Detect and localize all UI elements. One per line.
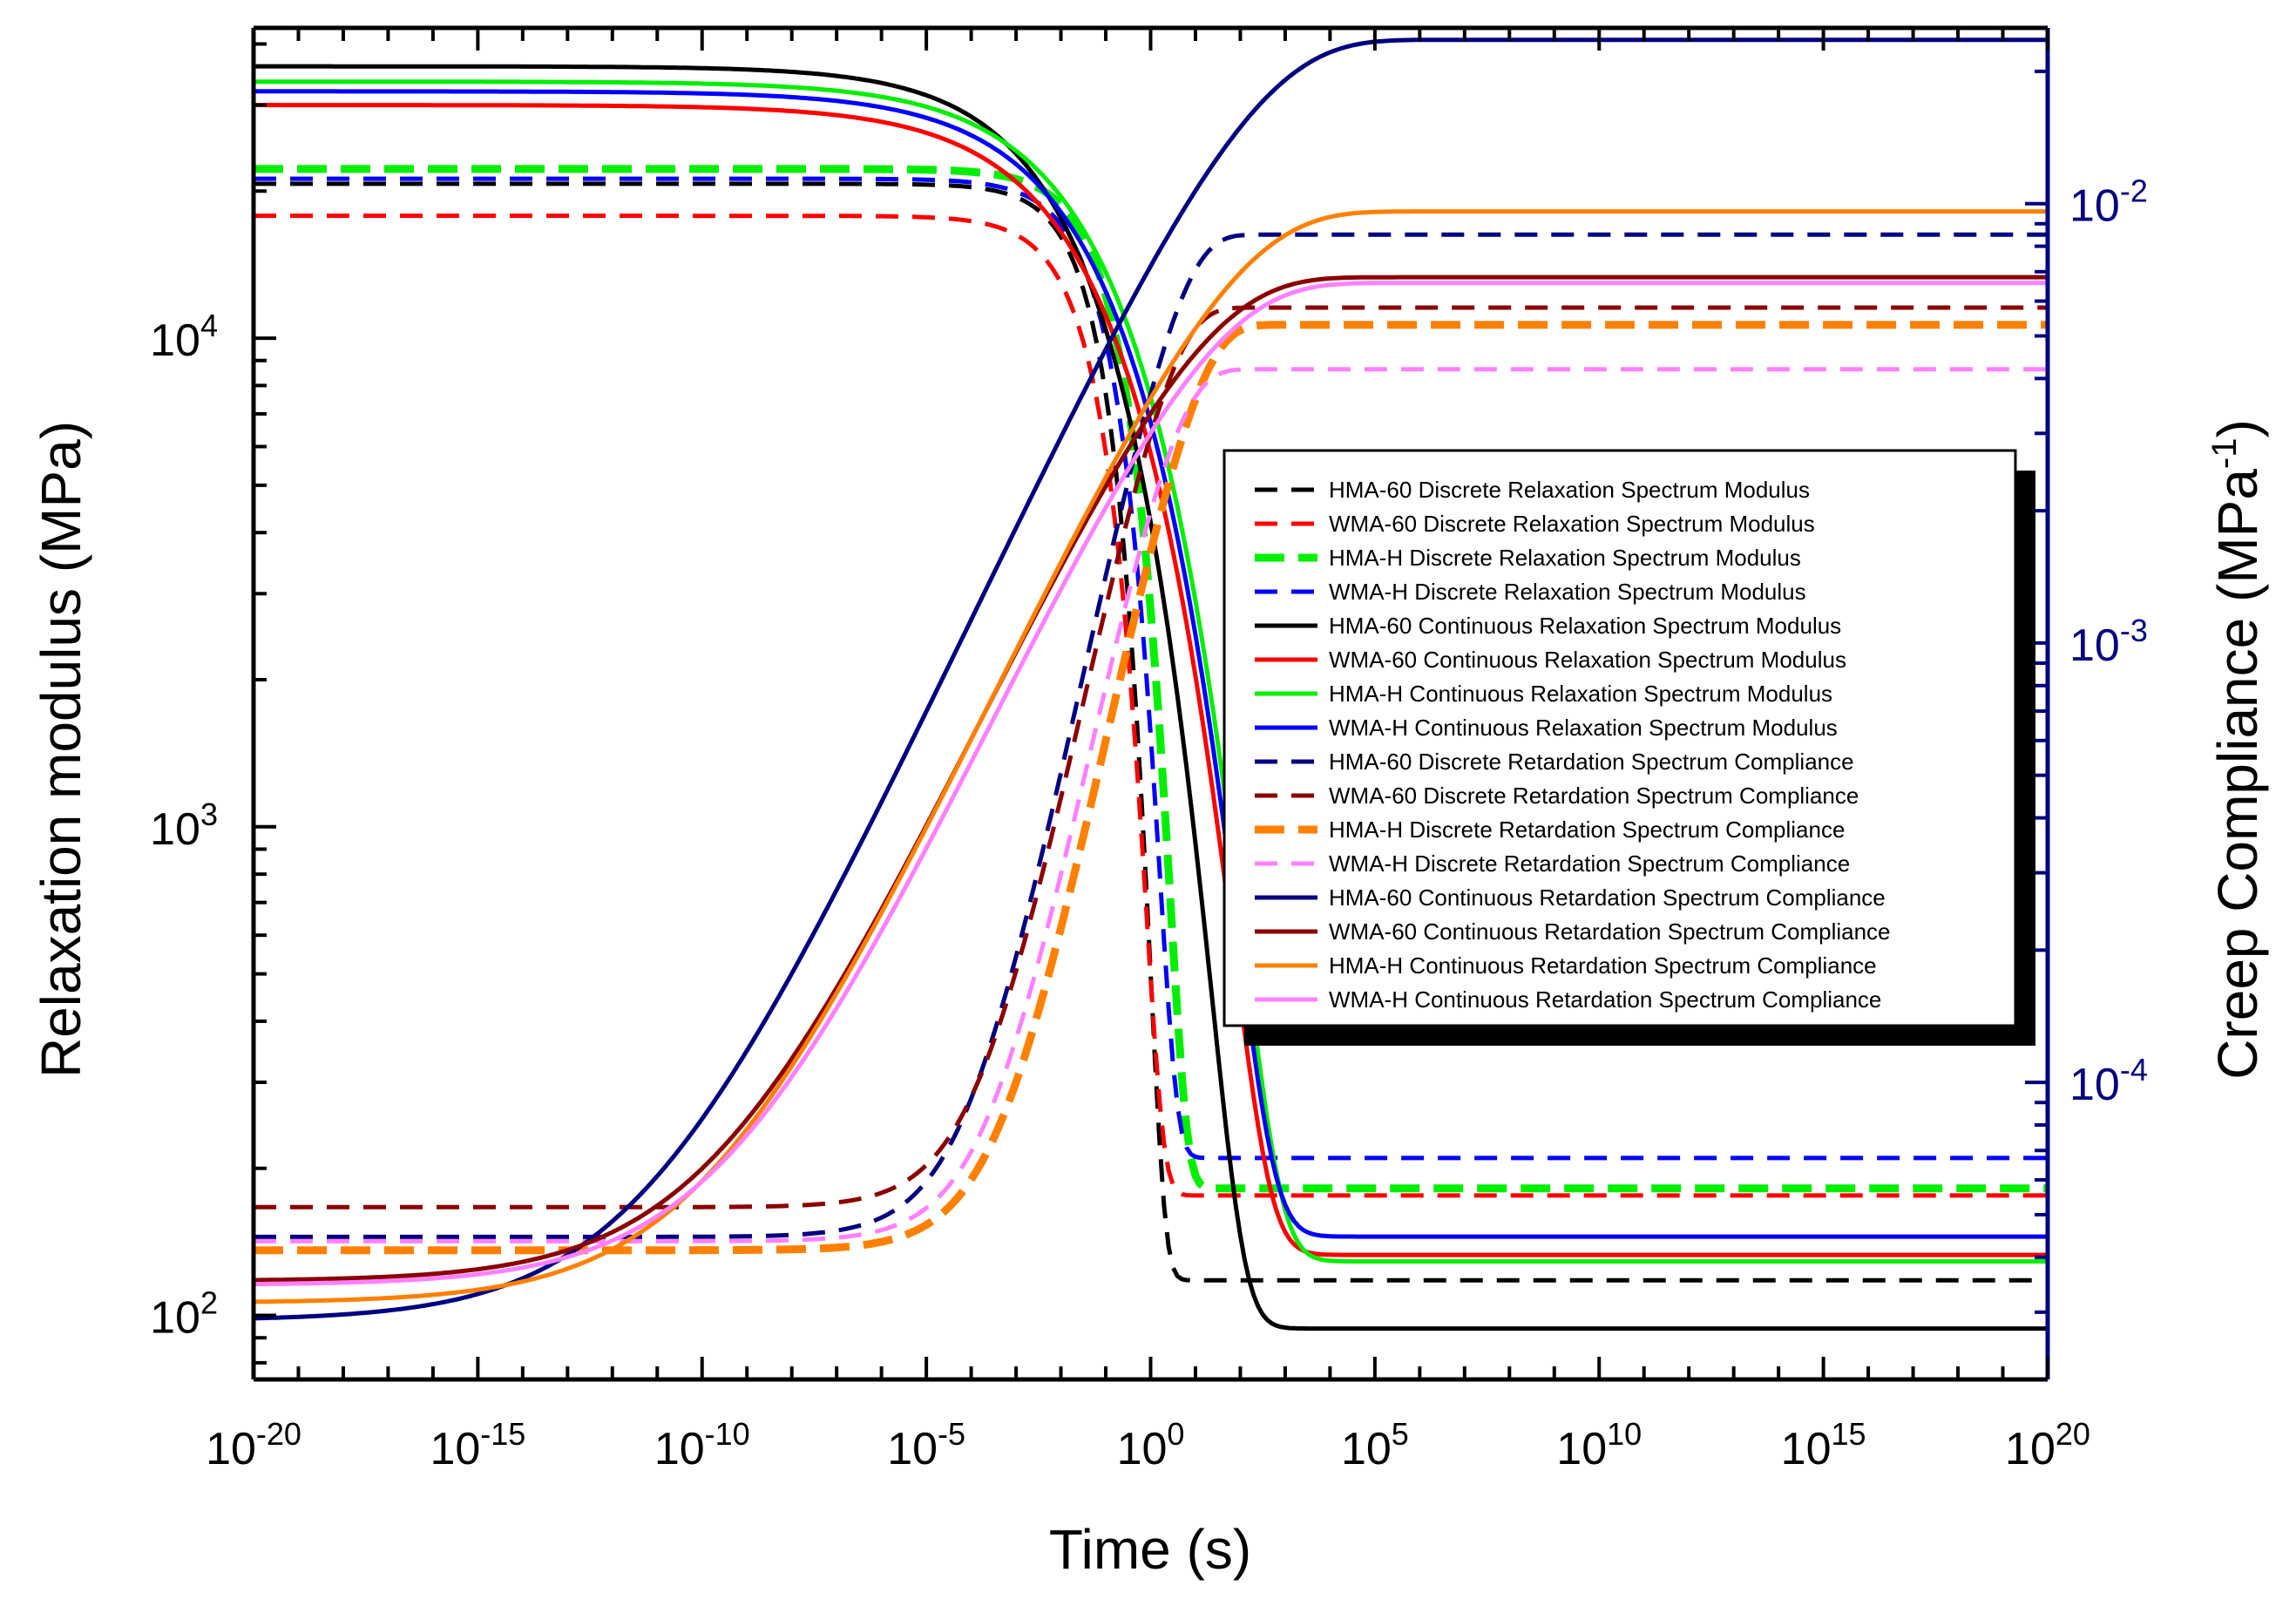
x-tick-label-exp: -5 — [938, 1416, 965, 1452]
x-tick-label: 10-20 — [206, 1416, 301, 1474]
legend-label: WMA-60 Continuous Relaxation Spectrum Mo… — [1329, 647, 1846, 673]
y-axis-right-title-close: ) — [2206, 419, 2269, 437]
x-tick-label: 10-15 — [430, 1416, 525, 1474]
x-tick-label-base: 10 — [1781, 1424, 1832, 1474]
series-line-10 — [254, 305, 2048, 1210]
x-tick-label-base: 10 — [1341, 1424, 1392, 1474]
tick-layer — [252, 28, 2049, 1379]
y-axis-right-title: Creep Compliance (MPa-1) — [2205, 419, 2269, 1080]
x-tick-label: 1020 — [2005, 1416, 2090, 1474]
x-tick-label: 105 — [1341, 1416, 1409, 1474]
y-right-tick-label-base: 10 — [2069, 181, 2120, 232]
legend-label: WMA-60 Continuous Retardation Spectrum C… — [1329, 918, 1891, 945]
y-right-tick-label-exp: -2 — [2120, 173, 2148, 209]
y-left-tick-label-exp: 2 — [200, 1285, 218, 1321]
x-axis-title: Time (s) — [1049, 1518, 1251, 1581]
y-axis-left-title: Relaxation modulus (MPa) — [30, 421, 92, 1078]
series-line-12 — [254, 367, 2048, 1243]
y-right-tick-label: 10-3 — [2069, 613, 2148, 671]
legend-label: HMA-60 Discrete Retardation Spectrum Com… — [1329, 749, 1854, 775]
legend-box — [1223, 449, 2017, 1027]
x-tick-label-base: 10 — [887, 1424, 938, 1474]
legend-label: WMA-60 Discrete Relaxation Spectrum Modu… — [1329, 511, 1815, 537]
series-line-11 — [254, 321, 2048, 1255]
y-left-tick-label-base: 10 — [150, 804, 200, 855]
y-left-tick-label: 103 — [150, 796, 218, 855]
series-line-1 — [254, 181, 2048, 1283]
y-right-tick-label: 10-2 — [2069, 173, 2148, 232]
legend-label: HMA-60 Continuous Relaxation Spectrum Mo… — [1329, 613, 1841, 639]
legend-label: HMA-H Discrete Retardation Spectrum Comp… — [1329, 817, 1845, 843]
series-line-8 — [254, 89, 2048, 1239]
legend: HMA-60 Discrete Relaxation Spectrum Modu… — [1223, 449, 2035, 1046]
series-line-6 — [254, 103, 2048, 1257]
series-line-2 — [254, 213, 2048, 1198]
x-tick-label-base: 10 — [1117, 1424, 1168, 1474]
legend-label: HMA-H Continuous Retardation Spectrum Co… — [1329, 952, 1877, 979]
y-right-tick-label: 10-4 — [2069, 1052, 2148, 1110]
y-left-tick-label-exp: 3 — [200, 796, 218, 832]
legend-label: WMA-H Discrete Relaxation Spectrum Modul… — [1329, 579, 1806, 605]
legend-label: HMA-H Discrete Relaxation Spectrum Modul… — [1329, 545, 1801, 571]
x-tick-label-base: 10 — [654, 1424, 705, 1474]
x-tick-label-exp: 0 — [1167, 1416, 1184, 1452]
legend-label: WMA-H Continuous Relaxation Spectrum Mod… — [1329, 715, 1838, 741]
legend-label: HMA-60 Discrete Relaxation Spectrum Modu… — [1329, 477, 1810, 503]
y-left-tick-label: 104 — [150, 308, 218, 366]
y-left-tick-label-base: 10 — [150, 1293, 200, 1344]
y-right-tick-label-exp: -3 — [2120, 613, 2148, 648]
y-right-tick-label-base: 10 — [2069, 620, 2120, 671]
y-left-tick-label: 102 — [150, 1285, 218, 1344]
x-tick-label-exp: -15 — [480, 1416, 525, 1452]
x-tick-label: 1010 — [1556, 1416, 1642, 1474]
y-axis-right-title-main: Creep Compliance (MPa — [2206, 469, 2269, 1080]
x-tick-label-exp: -20 — [256, 1416, 301, 1452]
x-tick-label-base: 10 — [206, 1424, 256, 1474]
legend-label: WMA-60 Discrete Retardation Spectrum Com… — [1329, 783, 1859, 809]
x-tick-label-exp: 20 — [2056, 1416, 2090, 1452]
label-layer: 10-20 10-15 10-10 10-5 100 105 1010 1015 1020102… — [150, 173, 2148, 1474]
y-left-tick-label-base: 10 — [150, 315, 200, 366]
y-right-tick-label-exp: -4 — [2120, 1052, 2148, 1088]
series-line-15 — [254, 209, 2048, 1304]
series-line-14 — [254, 274, 2048, 1283]
x-tick-label-base: 10 — [1556, 1424, 1607, 1474]
y-axis-right-title-sup: -1 — [2205, 438, 2244, 470]
legend-label: WMA-H Continuous Retardation Spectrum Co… — [1329, 986, 1881, 1013]
series-line-5 — [254, 64, 2048, 1332]
x-tick-label-base: 10 — [430, 1424, 480, 1474]
legend-label: HMA-H Continuous Relaxation Spectrum Mod… — [1329, 681, 1832, 707]
legend-label: HMA-60 Continuous Retardation Spectrum C… — [1329, 884, 1886, 911]
x-tick-label-exp: 15 — [1832, 1416, 1866, 1452]
x-tick-label: 1015 — [1781, 1416, 1866, 1474]
x-tick-label-exp: -10 — [705, 1416, 750, 1452]
x-tick-label: 10-10 — [654, 1416, 750, 1474]
y-left-tick-label-exp: 4 — [200, 308, 218, 343]
x-tick-label-base: 10 — [2005, 1424, 2056, 1474]
legend-label: WMA-H Discrete Retardation Spectrum Comp… — [1329, 850, 1850, 877]
series-line-3 — [254, 165, 2048, 1193]
series-layer — [254, 37, 2048, 1332]
series-line-4 — [254, 176, 2048, 1161]
series-line-13 — [254, 37, 2048, 1321]
x-tick-label-exp: 10 — [1607, 1416, 1642, 1452]
series-line-16 — [254, 281, 2048, 1287]
x-tick-label: 100 — [1117, 1416, 1185, 1474]
x-tick-label-exp: 5 — [1392, 1416, 1409, 1452]
x-tick-label: 10-5 — [887, 1416, 965, 1474]
y-right-tick-label-base: 10 — [2069, 1060, 2120, 1110]
